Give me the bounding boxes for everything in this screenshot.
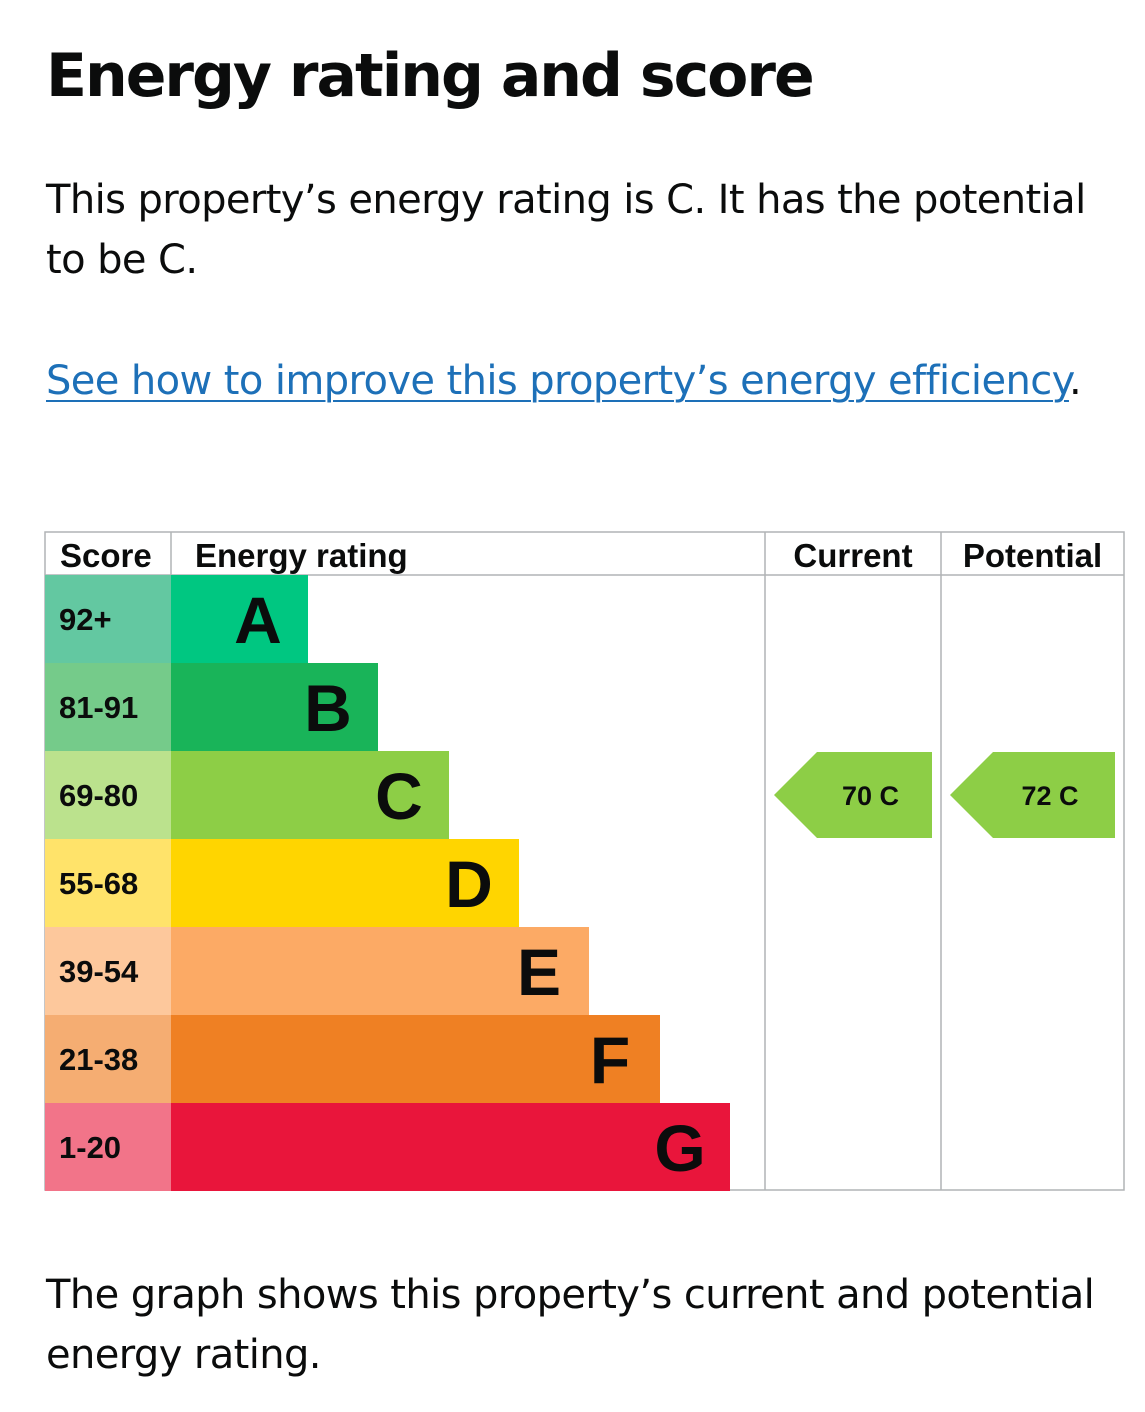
band-letter-b: B [304,671,352,745]
current-rating-arrow [774,752,932,838]
potential-rating-arrow [950,752,1115,838]
score-cell-b [45,663,171,751]
score-cell-g [45,1103,171,1191]
band-letter-d: D [445,847,493,921]
score-label-a: 92+ [59,602,112,637]
band-letter-f: F [590,1023,630,1097]
header-potential: Potential [963,537,1102,574]
score-label-c: 69-80 [59,778,138,813]
current-rating-label: 70 C [842,781,899,811]
header-energy-rating: Energy rating [195,537,408,574]
score-cell-f [45,1015,171,1103]
score-cell-a [45,575,171,663]
score-label-e: 39-54 [59,954,139,989]
band-bar-f [171,1015,660,1103]
band-letter-c: C [375,759,423,833]
band-letter-a: A [234,583,282,657]
score-label-f: 21-38 [59,1042,138,1077]
band-bar-c [171,751,449,839]
improve-efficiency-link[interactable]: See how to improve this property’s energ… [46,358,1070,404]
header-score: Score [60,537,152,574]
band-bar-d [171,839,519,927]
page-title: Energy rating and score [46,41,815,111]
score-cell-e [45,927,171,1015]
band-letter-g: G [654,1111,705,1185]
score-cell-c [45,751,171,839]
band-bar-b [171,663,378,751]
intro-text: This property’s energy rating is C. It h… [46,177,1086,283]
band-letter-e: E [517,935,561,1009]
score-label-b: 81-91 [59,690,138,725]
score-label-g: 1-20 [59,1130,121,1165]
improve-paragraph: See how to improve this property’s energ… [46,351,1106,411]
potential-rating-label: 72 C [1021,781,1078,811]
graph-description: The graph shows this property’s current … [46,1272,1095,1378]
band-bar-g [171,1103,730,1191]
band-bar-e [171,927,589,1015]
score-cell-d [45,839,171,927]
improve-link-suffix: . [1068,358,1082,404]
band-bar-a [171,575,308,663]
header-current: Current [793,537,912,574]
score-label-d: 55-68 [59,866,138,901]
